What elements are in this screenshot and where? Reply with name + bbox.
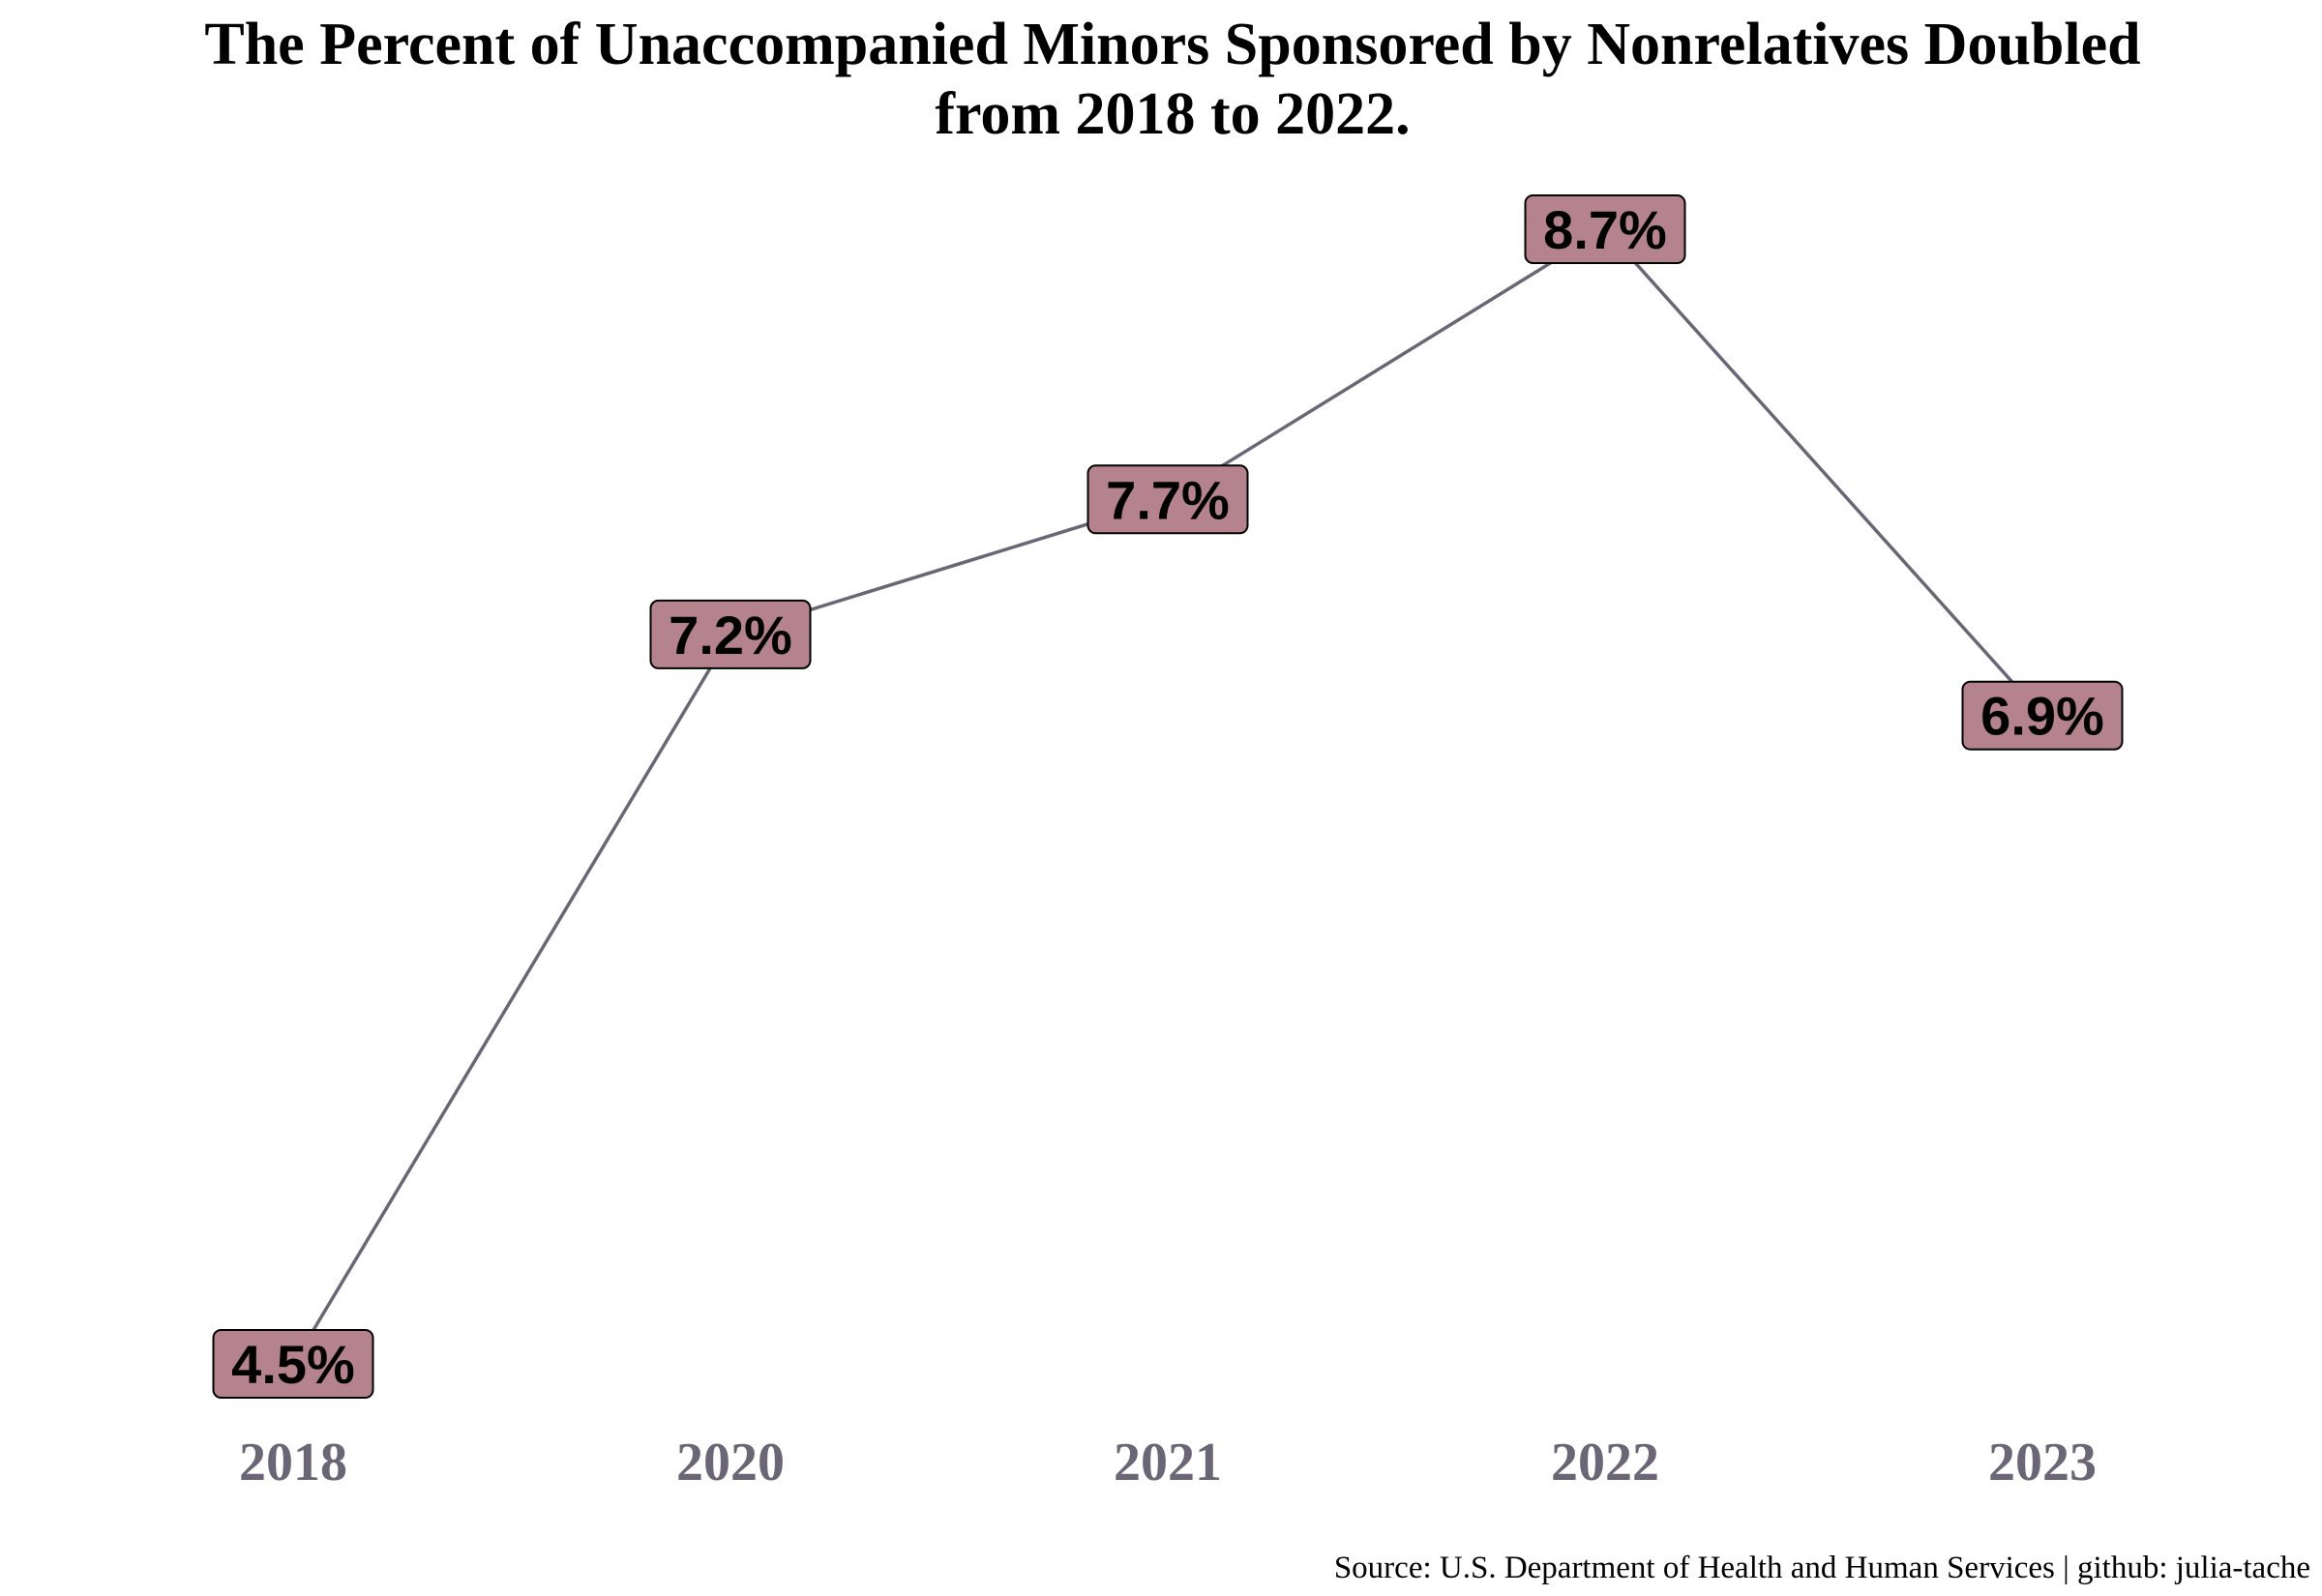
series-layer <box>291 227 2044 1366</box>
data-label-text-2023: 6.9% <box>1980 686 2104 747</box>
data-label-2021: 7.7% <box>1087 464 1249 535</box>
data-label-2018: 4.5% <box>212 1329 374 1399</box>
data-label-text-2020: 7.2% <box>669 605 792 665</box>
data-label-text-2021: 7.7% <box>1106 469 1230 530</box>
data-label-2022: 8.7% <box>1524 194 1686 264</box>
x-tick-label-2022: 2022 <box>1551 1433 1659 1493</box>
data-label-text-2022: 8.7% <box>1543 199 1667 260</box>
data-label-text-2018: 4.5% <box>231 1334 355 1395</box>
data-label-box-2020 <box>649 599 812 669</box>
data-label-box-2023 <box>1961 680 2124 751</box>
x-tick-label-2020: 2020 <box>676 1433 785 1493</box>
data-label-box-2022 <box>1524 194 1686 264</box>
data-label-2020: 7.2% <box>649 599 812 669</box>
chart-title-line-2: from 2018 to 2022. <box>935 81 1410 147</box>
x-axis-ticks: 2018 2020 2021 2022 2023 <box>239 1433 2097 1493</box>
x-tick-label-2018: 2018 <box>239 1433 347 1493</box>
series-line <box>291 227 2044 1365</box>
chart-caption: Source: U.S. Department of Health and Hu… <box>1334 1551 2310 1585</box>
x-tick-label-2023: 2023 <box>1988 1433 2097 1493</box>
data-label-2023: 6.9% <box>1961 680 2124 751</box>
data-label-box-2018 <box>212 1329 374 1399</box>
chart-title-line-1: The Percent of Unaccompanied Minors Spon… <box>204 12 2140 77</box>
chart-title: The Percent of Unaccompanied Minors Spon… <box>204 12 2140 147</box>
data-labels: 4.5% 7.2% 7.7% 8.7% 6.9% <box>212 194 2124 1399</box>
data-label-box-2021 <box>1087 464 1249 535</box>
x-tick-label-2021: 2021 <box>1114 1433 1222 1493</box>
